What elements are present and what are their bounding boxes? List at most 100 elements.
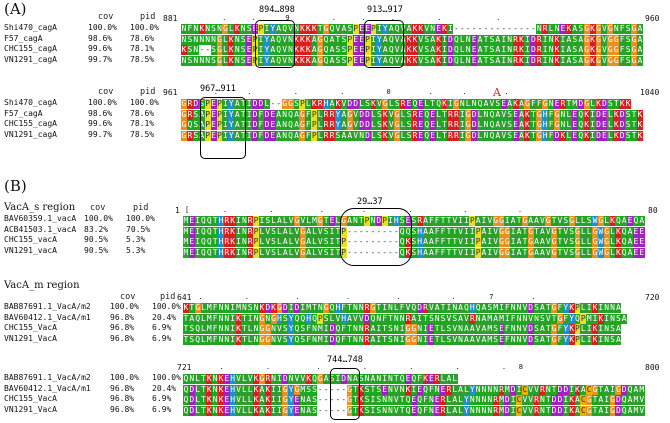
residue: T — [551, 313, 557, 324]
residue: D — [619, 120, 626, 130]
residue: G — [498, 216, 505, 226]
residue: L — [311, 226, 318, 237]
residue: A — [481, 226, 487, 237]
residue: V — [358, 313, 365, 324]
residue: V — [527, 405, 534, 416]
residue: E — [188, 226, 195, 237]
residue: A — [305, 226, 312, 237]
residue: G — [527, 247, 534, 258]
residue: K — [293, 55, 300, 66]
residue: T — [212, 216, 219, 226]
residue: Q — [399, 226, 406, 237]
residue: T — [451, 247, 458, 258]
residue: N — [399, 384, 406, 395]
residue: K — [228, 34, 235, 45]
residue: S — [533, 324, 540, 334]
residue: K — [311, 24, 318, 34]
residue: H — [340, 313, 347, 324]
residue: - — [387, 247, 394, 258]
residue: L — [370, 120, 377, 130]
residue: R — [247, 216, 254, 226]
residue: L — [276, 237, 283, 247]
residue: N — [434, 384, 441, 395]
residue: T — [200, 374, 207, 384]
red-marker-a: A — [493, 86, 501, 99]
residue: I — [445, 303, 452, 313]
residue: G — [536, 109, 543, 120]
residue: A — [636, 45, 643, 55]
residue: - — [381, 237, 388, 247]
residue: N — [270, 374, 277, 384]
residue: N — [352, 334, 359, 345]
residue: Y — [263, 55, 270, 66]
residue: I — [463, 237, 470, 247]
residue: T — [240, 120, 247, 130]
residue: N — [370, 216, 376, 226]
residue: K — [592, 334, 598, 345]
residue: I — [597, 303, 604, 313]
residue: S — [375, 395, 382, 405]
residue: T — [597, 384, 604, 395]
residue: G — [551, 247, 557, 258]
residue: N — [548, 45, 555, 55]
residue: F — [305, 120, 312, 130]
residue: L — [222, 34, 229, 45]
m2-seq-row-2: QDLTKNKEHVLLKAKIIGYENAS-----GTKSISNNVTQE… — [183, 395, 645, 405]
residue: R — [323, 120, 330, 130]
residue: E — [269, 120, 276, 130]
residue: A — [352, 374, 359, 384]
residue: Q — [423, 109, 430, 120]
a2-pid-2: 78.1% — [130, 119, 155, 128]
residue: G — [370, 303, 376, 313]
residue: G — [258, 324, 265, 334]
residue: V — [394, 55, 401, 66]
residue: M — [498, 405, 505, 416]
residue: T — [240, 99, 247, 109]
residue: F — [530, 99, 537, 109]
residue: L — [258, 226, 265, 237]
residue: V — [527, 384, 534, 395]
residue: S — [406, 120, 412, 130]
residue: S — [210, 55, 217, 66]
residue: L — [200, 303, 207, 313]
residue: S — [533, 303, 540, 313]
residue: V — [557, 216, 563, 226]
residue: F — [305, 109, 312, 120]
residue: S — [282, 334, 289, 345]
residue: L — [334, 216, 341, 226]
residue: V — [562, 237, 569, 247]
residue: D — [595, 130, 602, 141]
residue: G — [317, 374, 324, 384]
residue: L — [370, 130, 377, 141]
s-cov-1: 83.2% — [84, 224, 109, 234]
residue: A — [527, 216, 534, 226]
residue: K — [554, 55, 560, 66]
a1-cov-1: 98.6% — [88, 33, 113, 43]
residue: D — [447, 34, 454, 45]
residue: N — [539, 405, 546, 416]
residue: S — [246, 24, 253, 34]
residue: I — [589, 120, 596, 130]
residue: S — [282, 324, 289, 334]
residue: K — [524, 120, 531, 130]
residue: F — [557, 324, 563, 334]
residue: S — [571, 55, 578, 66]
residue: - — [269, 99, 276, 109]
residue: L — [194, 405, 201, 416]
residue: A — [518, 120, 525, 130]
residue: T — [557, 226, 563, 237]
residue: G — [574, 237, 581, 247]
residue: I — [387, 216, 394, 226]
residue: F — [257, 130, 264, 141]
residue: I — [603, 395, 610, 405]
residue: V — [388, 130, 395, 141]
residue: G — [595, 55, 602, 66]
a2-seq-row-2: GQSAPEPIYATIDFDEANQAGFPLRRYAGVDDLSKVGLSR… — [181, 120, 643, 130]
residue: N — [181, 34, 187, 45]
residue: P — [574, 334, 581, 345]
residue: R — [512, 55, 519, 66]
residue: D — [615, 395, 622, 405]
residue: E — [406, 99, 412, 109]
residue: N — [381, 405, 388, 416]
residue: N — [451, 303, 458, 313]
